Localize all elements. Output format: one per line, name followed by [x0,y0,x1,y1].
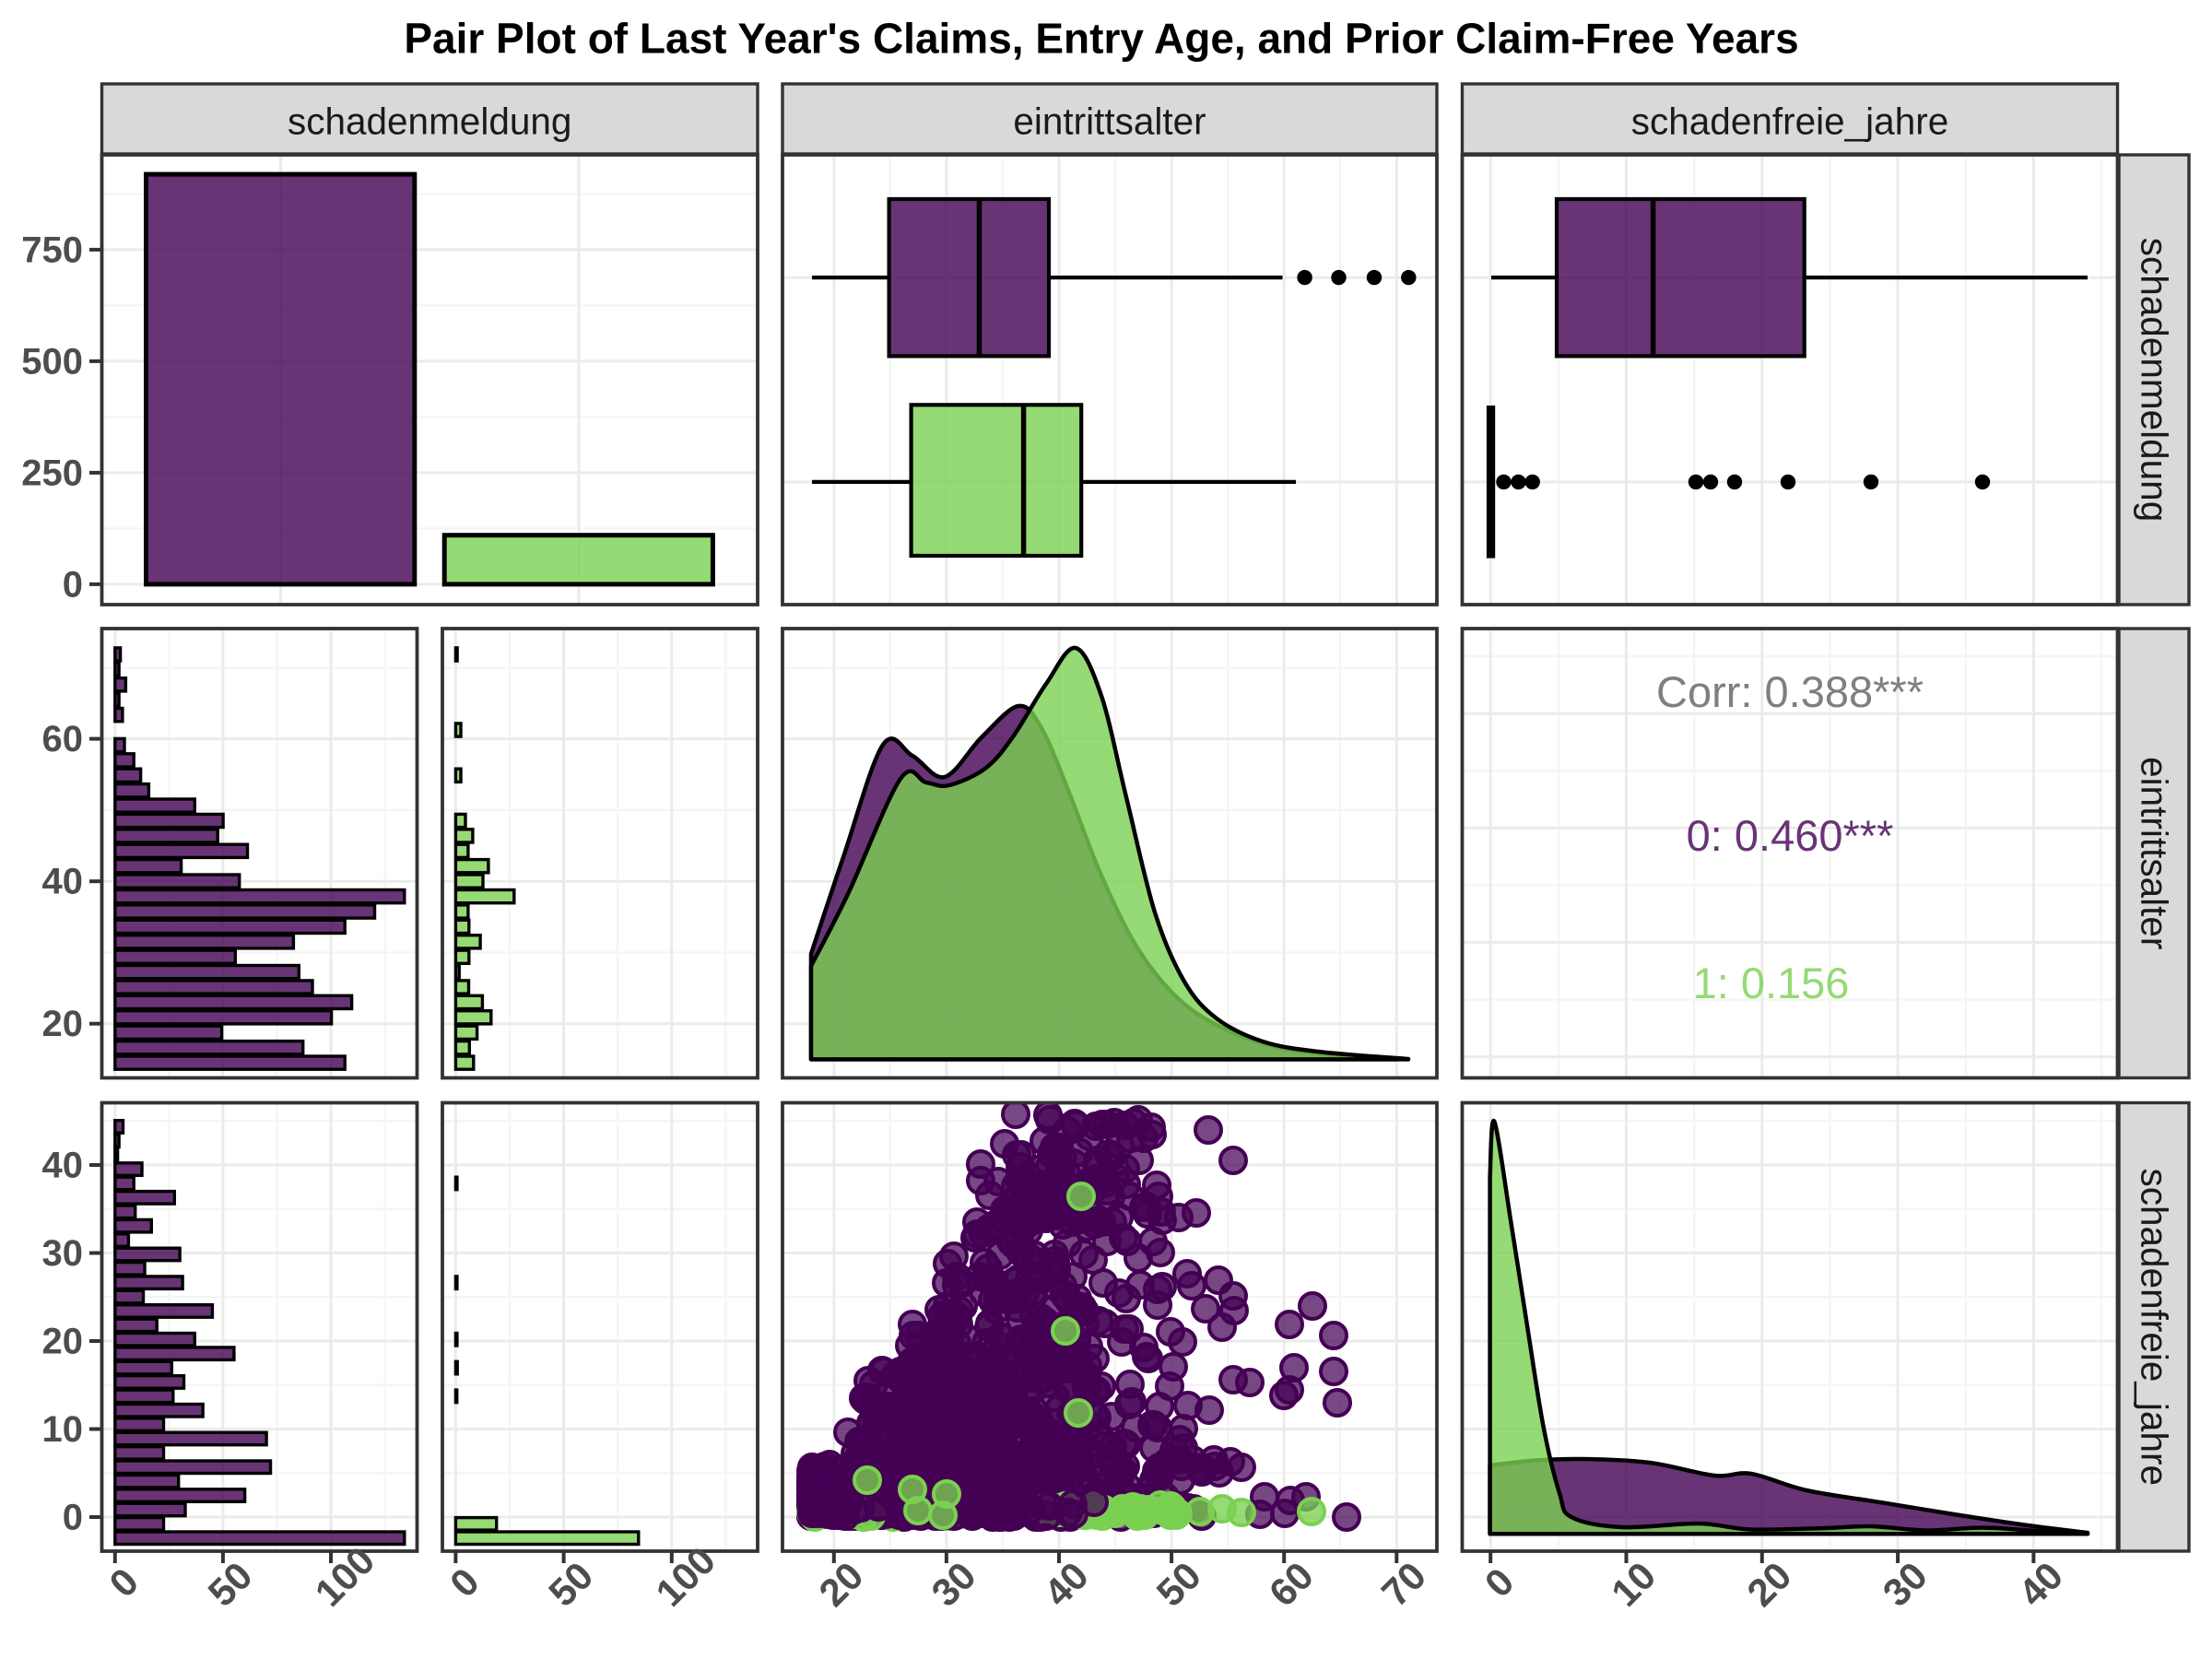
svg-text:20: 20 [42,1004,84,1044]
svg-text:schadenfreie_jahre: schadenfreie_jahre [1631,100,1949,143]
svg-text:eintrittsalter: eintrittsalter [2134,757,2176,949]
svg-text:20: 20 [42,1322,84,1362]
svg-text:60: 60 [42,719,84,759]
svg-text:0: 0.460***: 0: 0.460*** [1687,811,1894,860]
svg-text:500: 500 [21,341,83,382]
svg-text:0: 0 [63,564,83,605]
svg-text:30: 30 [42,1233,84,1274]
svg-text:Corr: 0.388***: Corr: 0.388*** [1656,667,1924,716]
svg-text:schadenfreie_jahre: schadenfreie_jahre [2134,1169,2176,1487]
svg-text:Pair Plot of Last Year's Claim: Pair Plot of Last Year's Claims, Entry A… [404,15,1798,63]
svg-text:0: 0 [63,1498,83,1538]
svg-text:eintrittsalter: eintrittsalter [1013,100,1206,143]
svg-text:1: 0.156: 1: 0.156 [1693,959,1850,1007]
svg-text:10: 10 [42,1409,84,1450]
svg-text:schadenmeldung: schadenmeldung [288,100,571,143]
svg-text:250: 250 [21,453,83,493]
svg-text:750: 750 [21,229,83,270]
svg-text:40: 40 [42,1146,84,1186]
svg-text:40: 40 [42,862,84,902]
svg-text:schadenmeldung: schadenmeldung [2134,238,2176,522]
